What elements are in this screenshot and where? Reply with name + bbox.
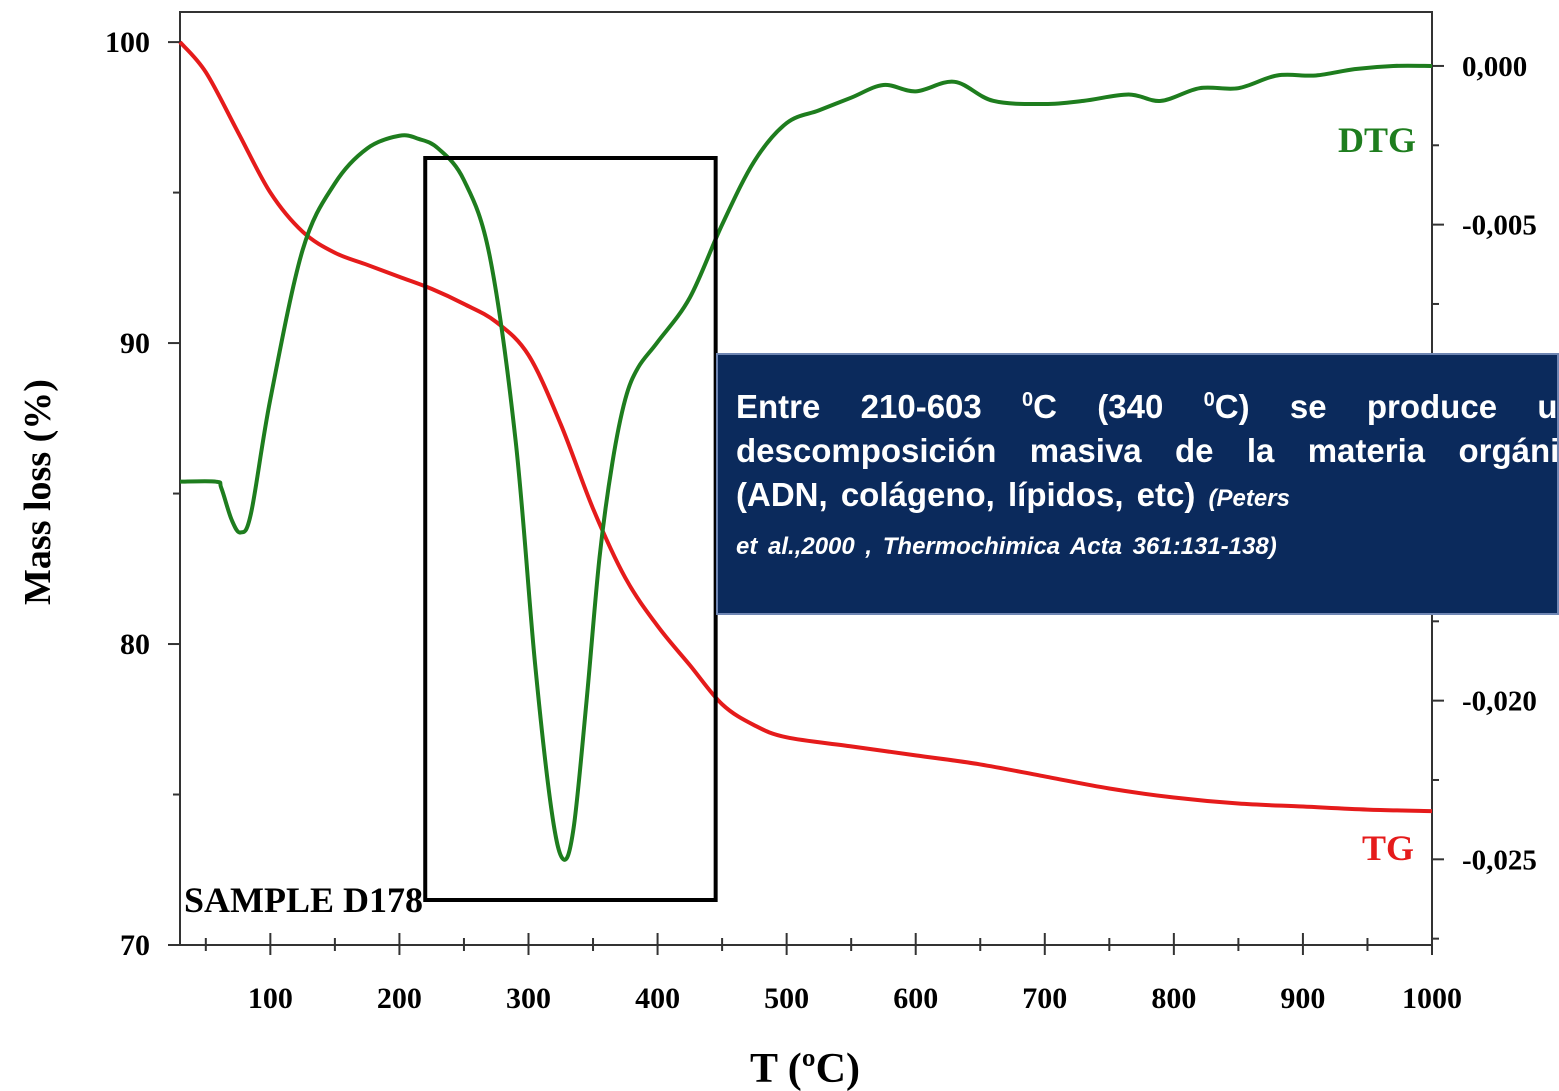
- x-tick-label: 100: [248, 982, 293, 1015]
- y-tick-label: 100: [105, 26, 150, 59]
- x-axis-label: T (ºC): [750, 1046, 860, 1091]
- x-tick-label: 500: [764, 982, 809, 1015]
- legend-dtg: DTG: [1338, 120, 1416, 160]
- series-line-tg: [178, 40, 1433, 814]
- y2-tick-label: -0,020: [1462, 686, 1537, 718]
- y2-tick-label: -0,025: [1462, 844, 1537, 876]
- x-tick-label: 200: [377, 982, 422, 1015]
- callout-text-1: Entre 210-603: [736, 388, 1023, 425]
- y-tick-label: 70: [120, 929, 150, 962]
- callout-text-3: orgánica (ADN, colágeno, lípidos, etc): [736, 432, 1559, 513]
- highlight-layer: [423, 156, 718, 902]
- x-tick-label: 400: [635, 982, 680, 1015]
- y-axis-label: Mass loss (%): [17, 379, 59, 605]
- y-tick-label: 80: [120, 628, 150, 661]
- citation-2: et al.,2000 , Thermochimica Acta 361:131…: [736, 533, 1277, 560]
- citation-1: (Peters: [1208, 485, 1290, 512]
- series-layer: [178, 40, 1433, 862]
- highlight-box: [423, 156, 718, 902]
- degree-mark: 0: [1022, 389, 1034, 411]
- y2-tick-label: -0,005: [1462, 210, 1537, 242]
- y2-tick-label: 0,000: [1462, 51, 1527, 83]
- callout-text-1b: C (340: [1033, 388, 1204, 425]
- x-tick-label: 600: [893, 982, 938, 1015]
- degree-mark: 0: [1203, 389, 1215, 411]
- callout-text-2: descomposición masiva de la materia: [736, 432, 1426, 469]
- annotation-callout: Entre 210-603 0C (340 0C) se produce una…: [716, 353, 1559, 615]
- y-axis-right: 0,000 -0,005 -0,020 -0,025: [1432, 51, 1537, 940]
- x-tick-label: 1000: [1402, 982, 1462, 1015]
- x-tick-label: 700: [1022, 982, 1067, 1015]
- series-line-dtg: [179, 63, 1433, 862]
- y-tick-label: 90: [120, 327, 150, 360]
- x-tick-label: 800: [1151, 982, 1196, 1015]
- x-axis: 100 200 300 400 500 600 700 800 900 1000: [204, 933, 1462, 1015]
- callout-text-1c: C) se produce una: [1214, 388, 1559, 425]
- legend-tg: TG: [1362, 828, 1414, 868]
- x-tick-label: 900: [1280, 982, 1325, 1015]
- y-axis-left: 70 80 90 100: [105, 26, 180, 962]
- x-tick-label: 300: [506, 982, 551, 1015]
- sample-label: SAMPLE D178: [184, 880, 423, 920]
